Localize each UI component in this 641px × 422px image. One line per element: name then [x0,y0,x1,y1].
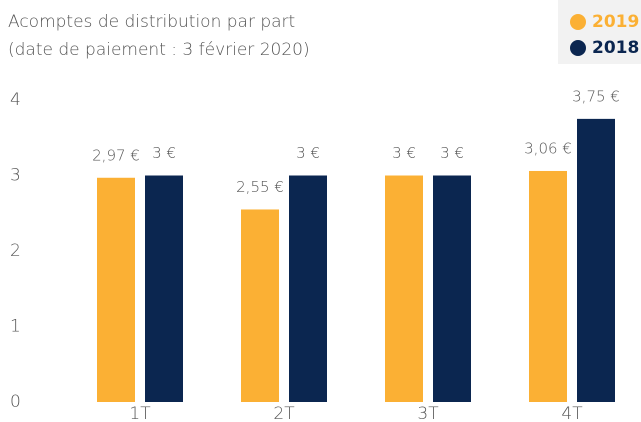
y-tick-label: 4 [10,90,21,110]
value-label: 3 € [392,144,416,162]
value-label: 2,55 € [236,178,284,196]
value-label: 3,06 € [524,139,572,157]
legend-label: 2019 [592,12,639,32]
bar [97,177,135,402]
bar [433,175,471,402]
value-label: 3,75 € [572,87,620,105]
bar [577,118,615,402]
bar [529,170,567,402]
y-tick-label: 0 [10,392,21,412]
x-tick-label: 4T [561,404,583,422]
bar [145,175,183,402]
legend-swatch [570,14,586,30]
legend-background [558,0,641,64]
chart-title: Acomptes de distribution par part [8,12,295,32]
y-tick-label: 2 [10,241,21,261]
bar [241,209,279,402]
x-tick-label: 2T [273,404,295,422]
value-label: 3 € [152,144,176,162]
y-tick-label: 1 [10,317,21,337]
y-tick-label: 3 [10,166,21,186]
x-tick-label: 3T [417,404,439,422]
value-label: 2,97 € [92,146,140,164]
chart-subtitle: (date de paiement : 3 février 2020) [8,40,310,60]
value-label: 3 € [440,144,464,162]
bar [385,175,423,402]
legend-swatch [570,40,586,56]
value-label: 3 € [296,144,320,162]
bar [289,175,327,402]
x-tick-label: 1T [129,404,151,422]
legend-label: 2018 [592,38,639,58]
